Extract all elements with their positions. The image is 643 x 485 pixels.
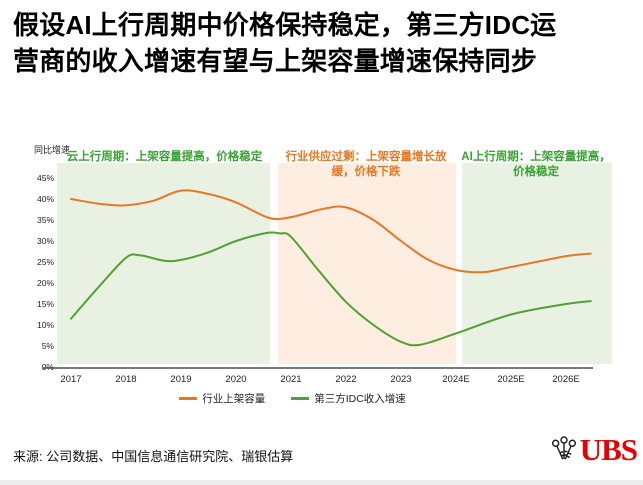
bottom-edge-strip	[0, 480, 643, 485]
phase-region-label-2: 行业供应过剩：上架容量增长放缓，价格下跌	[285, 151, 447, 178]
legend-item-2: 第三方IDC收入增速	[291, 391, 406, 406]
legend-swatch-1	[179, 397, 198, 400]
source-note: 来源: 公司数据、中国信息通信研究院、瑞银估算	[13, 449, 294, 464]
x-axis-tick: 2022	[335, 374, 357, 385]
legend-label-2: 第三方IDC收入增速	[314, 393, 406, 405]
y-axis-label: 同比增速	[34, 145, 71, 155]
phase-region-2	[278, 163, 456, 364]
ubs-wordmark: UBS	[579, 432, 638, 467]
legend-label-1: 行业上架容量	[202, 393, 266, 405]
phase-region-label-3: AI上行周期：上架容量提高，价格稳定	[461, 151, 611, 178]
y-axis-tick: 40%	[36, 194, 54, 204]
phase-region-label-1: 云上行周期：上架容量提高，价格稳定	[66, 151, 263, 163]
ubs-logo: UBS	[551, 432, 638, 467]
x-axis-tick: 2024E	[442, 374, 470, 385]
y-axis-tick: 35%	[36, 215, 54, 225]
y-axis-tick: 0%	[41, 362, 54, 372]
y-axis-tick: 20%	[36, 278, 54, 288]
line-chart: 同比增速 云上行周期：上架容量提高，价格稳定 行业供应过剩：上架容量增长放缓，价格…	[0, 135, 643, 425]
legend-item-1: 行业上架容量	[179, 391, 265, 406]
y-axis-tick: 5%	[41, 341, 54, 351]
legend-swatch-2	[291, 397, 310, 400]
chart-legend: 行业上架容量 第三方IDC收入增速	[0, 391, 585, 406]
x-axis-tick: 2020	[225, 374, 247, 385]
y-axis-tick: 25%	[36, 257, 54, 267]
x-axis-tick: 2018	[115, 374, 137, 385]
x-axis-tick: 2019	[170, 374, 192, 385]
plot-area	[43, 189, 593, 369]
page-title: 假设AI上行周期中价格保持稳定，第三方IDC运营商的收入增速有望与上架容量增速保…	[13, 10, 557, 76]
series-line-1	[70, 189, 592, 274]
y-axis-tick: 30%	[36, 236, 54, 246]
x-axis-tick: 2023	[390, 374, 412, 385]
x-axis-tick: 2026E	[552, 374, 580, 385]
y-axis-tick: 15%	[36, 299, 54, 309]
series-line-2	[70, 231, 592, 347]
x-axis-tick: 2025E	[497, 374, 525, 385]
x-axis-tick: 2017	[60, 374, 82, 385]
phase-region-3	[461, 163, 613, 364]
x-axis-tick: 2021	[280, 374, 302, 385]
ubs-keys-icon	[551, 435, 576, 460]
y-axis-tick: 10%	[36, 320, 54, 330]
y-axis-tick: 45%	[36, 173, 54, 183]
